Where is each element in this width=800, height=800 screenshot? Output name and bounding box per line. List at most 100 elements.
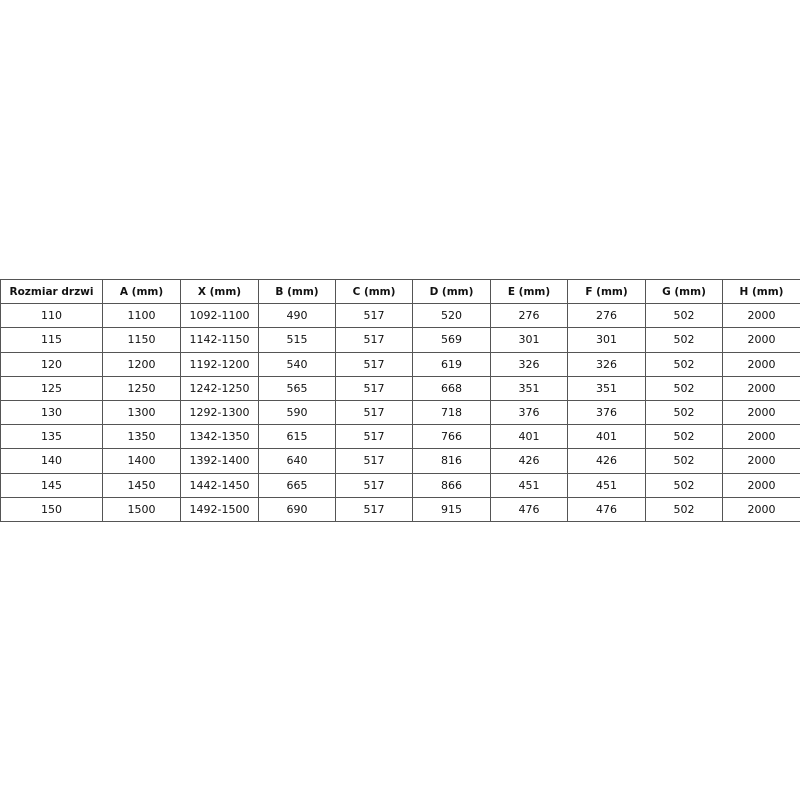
table-cell: 1292-1300 (180, 399, 259, 426)
table-cell: 502 (645, 351, 723, 377)
table-cell: 615 (258, 424, 336, 450)
table-row: 130 1300 1292-1300 590 517 718 376 376 502 2000 (0, 399, 800, 426)
table-cell: 2000 (722, 424, 800, 450)
table-row: 145 1450 1442-1450 665 517 866 451 451 502 2000 (0, 472, 800, 498)
table-cell: 502 (645, 327, 723, 353)
table-cell: 866 (412, 472, 491, 498)
dimensions-table: Rozmiar drzwi A (mm) X (mm) B (mm) C (mm) D (… (0, 278, 800, 522)
table-cell: 125 (0, 375, 103, 401)
table-cell: 665 (258, 472, 336, 498)
table-cell: 120 (0, 351, 103, 377)
table-row: 115 1150 1142-1150 515 517 569 301 301 502 2000 (0, 327, 800, 353)
table-cell: 1250 (102, 375, 181, 401)
column-header: X (mm) (180, 278, 259, 305)
table-cell: 668 (412, 375, 491, 401)
table-cell: 490 (258, 303, 336, 329)
table-cell: 301 (567, 327, 646, 353)
table-cell: 502 (645, 424, 723, 450)
table-cell: 130 (0, 399, 103, 426)
column-header: A (mm) (102, 278, 181, 305)
table-cell: 1150 (102, 327, 181, 353)
table-cell: 140 (0, 448, 103, 474)
table-cell: 816 (412, 448, 491, 474)
table-cell: 401 (567, 424, 646, 450)
column-header: H (mm) (722, 278, 800, 305)
header-row: Rozmiar drzwi A (mm) X (mm) B (mm) C (mm) D (… (0, 278, 800, 305)
table-cell: 2000 (722, 448, 800, 474)
table-cell: 451 (567, 472, 646, 498)
table-cell: 520 (412, 303, 491, 329)
table-cell: 915 (412, 496, 491, 522)
column-header: F (mm) (567, 278, 646, 305)
table-cell: 619 (412, 351, 491, 377)
table-cell: 115 (0, 327, 103, 353)
table-cell: 1342-1350 (180, 424, 259, 450)
table-cell: 1242-1250 (180, 375, 259, 401)
column-header: D (mm) (412, 278, 491, 305)
table-cell: 426 (567, 448, 646, 474)
table-cell: 1442-1450 (180, 472, 259, 498)
table-cell: 2000 (722, 399, 800, 426)
table-row: 135 1350 1342-1350 615 517 766 401 401 502 2000 (0, 424, 800, 450)
table-cell: 276 (490, 303, 568, 329)
column-header: B (mm) (258, 278, 336, 305)
table-cell: 1500 (102, 496, 181, 522)
table-cell: 502 (645, 448, 723, 474)
table-row: 140 1400 1392-1400 640 517 816 426 426 502 2000 (0, 448, 800, 474)
table-cell: 1300 (102, 399, 181, 426)
column-header: G (mm) (645, 278, 723, 305)
table-cell: 301 (490, 327, 568, 353)
table-cell: 517 (335, 351, 413, 377)
table-cell: 351 (567, 375, 646, 401)
table-cell: 502 (645, 375, 723, 401)
table-cell: 515 (258, 327, 336, 353)
table-cell: 1142-1150 (180, 327, 259, 353)
table-cell: 517 (335, 375, 413, 401)
table-cell: 1492-1500 (180, 496, 259, 522)
table-cell: 276 (567, 303, 646, 329)
table-cell: 110 (0, 303, 103, 329)
table-cell: 517 (335, 448, 413, 474)
table-cell: 718 (412, 399, 491, 426)
table-cell: 640 (258, 448, 336, 474)
table-cell: 1392-1400 (180, 448, 259, 474)
column-header: Rozmiar drzwi (0, 278, 103, 305)
table-cell: 476 (567, 496, 646, 522)
table-cell: 1400 (102, 448, 181, 474)
table-cell: 351 (490, 375, 568, 401)
table-cell: 135 (0, 424, 103, 450)
table-cell: 1350 (102, 424, 181, 450)
table-row: 125 1250 1242-1250 565 517 668 351 351 502 2000 (0, 375, 800, 401)
table-cell: 590 (258, 399, 336, 426)
table-cell: 401 (490, 424, 568, 450)
table-cell: 476 (490, 496, 568, 522)
table-cell: 145 (0, 472, 103, 498)
table-cell: 502 (645, 472, 723, 498)
table-cell: 451 (490, 472, 568, 498)
table-cell: 376 (490, 399, 568, 426)
table-cell: 517 (335, 424, 413, 450)
column-header: E (mm) (490, 278, 568, 305)
table-cell: 517 (335, 472, 413, 498)
table-cell: 502 (645, 496, 723, 522)
table-cell: 540 (258, 351, 336, 377)
table-cell: 502 (645, 399, 723, 426)
table-cell: 1092-1100 (180, 303, 259, 329)
table-cell: 2000 (722, 351, 800, 377)
table-cell: 150 (0, 496, 103, 522)
table-cell: 517 (335, 303, 413, 329)
table-cell: 326 (490, 351, 568, 377)
column-header: C (mm) (335, 278, 413, 305)
table-row: 150 1500 1492-1500 690 517 915 476 476 502 2000 (0, 496, 800, 522)
table-cell: 2000 (722, 375, 800, 401)
table-cell: 766 (412, 424, 491, 450)
table-cell: 2000 (722, 327, 800, 353)
table-cell: 565 (258, 375, 336, 401)
table-cell: 376 (567, 399, 646, 426)
table-cell: 517 (335, 399, 413, 426)
table-cell: 2000 (722, 496, 800, 522)
table-cell: 1192-1200 (180, 351, 259, 377)
table-cell: 517 (335, 496, 413, 522)
table-cell: 1200 (102, 351, 181, 377)
table-cell: 517 (335, 327, 413, 353)
